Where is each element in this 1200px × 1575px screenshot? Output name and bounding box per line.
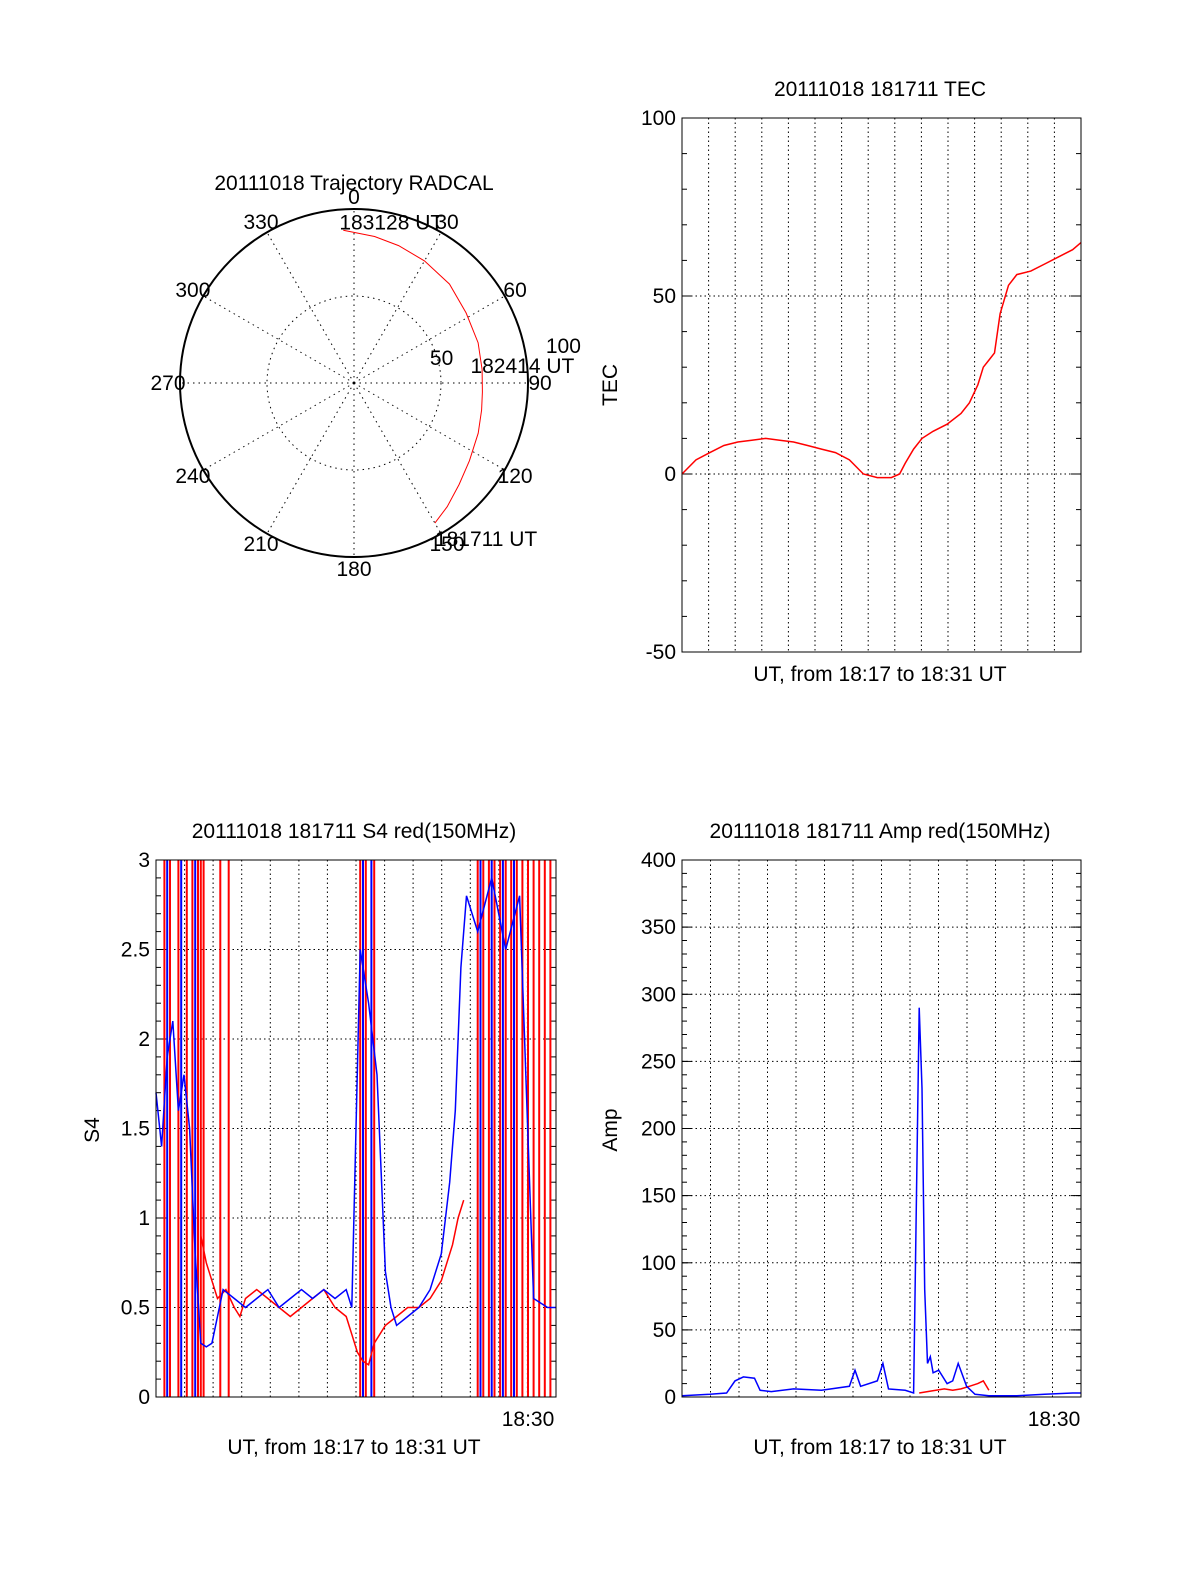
tec-xlabel: UT, from 18:17 to 18:31 UT (753, 663, 1006, 686)
trajectory-panel: 20111018 Trajectory RADCAL 0 30 60 90 120 150… (150, 172, 580, 581)
polar-outer-circle (179, 208, 529, 558)
s4-ytick-label: 2 (138, 1028, 150, 1051)
amp-ytick-label: 350 (641, 916, 676, 939)
amp-frame (681, 859, 1082, 1398)
s4-ytick-label: 0 (138, 1386, 150, 1409)
s4-ytick-label: 2.5 (121, 939, 150, 962)
s4-ytick-label: 1.5 (121, 1118, 150, 1141)
tec-ytick-label: -50 (646, 641, 676, 664)
s4-ytick-label: 3 (138, 849, 150, 872)
amp-ytick-label: 250 (641, 1050, 676, 1073)
amp-ytick-label: 0 (664, 1386, 676, 1409)
amp-series-1 (681, 1007, 1081, 1397)
radius-label-50: 50 (430, 347, 453, 370)
amp-series-0 (919, 1379, 990, 1394)
tec-ylabel: TEC (599, 364, 622, 406)
amp-ytick-label: 50 (653, 1319, 676, 1342)
s4-xlabel: UT, from 18:17 to 18:31 UT (227, 1436, 480, 1459)
trajectory-mid-label: 182414 UT (470, 355, 574, 378)
s4-series-1 (155, 877, 556, 1348)
amp-plot-area: 0 50 100 150 200 250 300 350 400 (641, 849, 1082, 1409)
s4-ytick-label: 1 (138, 1207, 150, 1230)
polar-angle-label-120: 120 (498, 465, 533, 488)
amp-ytick-label: 100 (641, 1252, 676, 1275)
polar-angle-label-270: 270 (150, 372, 185, 395)
polar-spoke-30 (353, 232, 442, 384)
tec-ytick-label: 50 (653, 285, 676, 308)
polar-angle-label-300: 300 (175, 279, 210, 302)
s4-title: 20111018 181711 S4 red(150MHz) (192, 820, 517, 843)
polar-angle-label-90: 90 (528, 372, 551, 395)
polar-angle-label-180: 180 (336, 558, 371, 581)
tec-panel: 20111018 181711 TEC -50 0 50 100 UT, from 1… (599, 78, 1082, 686)
amp-xtick-label: 18:30 (1028, 1408, 1081, 1431)
polar-angle-labels: 0 30 60 90 120 150 180 210 240 270 300 330 (150, 186, 551, 581)
tec-plot-area: -50 0 50 100 (641, 107, 1082, 664)
tec-series-0 (681, 242, 1082, 479)
trajectory-title: 20111018 Trajectory RADCAL (214, 172, 493, 195)
s4-panel: 20111018 181711 S4 red(150MHz) 0 0.5 1 1.5 2… (81, 820, 557, 1459)
s4-ytick-label: 0.5 (121, 1297, 150, 1320)
amp-ytick-label: 400 (641, 849, 676, 872)
tec-frame (681, 117, 1082, 653)
polar-inner-circle (266, 295, 442, 471)
polar-spoke-150 (353, 382, 442, 534)
polar-spoke-300 (203, 295, 355, 384)
amp-ylabel: Amp (599, 1108, 622, 1151)
tec-ytick-label: 100 (641, 107, 676, 130)
s4-series-0 (200, 1199, 465, 1366)
polar-grid (179, 208, 529, 558)
polar-angle-label-210: 210 (243, 533, 278, 556)
amp-xlabel: UT, from 18:17 to 18:31 UT (753, 1436, 1006, 1459)
amp-ytick-label: 200 (641, 1118, 676, 1141)
polar-angle-label-150: 150 (429, 533, 464, 556)
trajectory-start-label: 181711 UT (435, 528, 538, 551)
amp-ytick-label: 300 (641, 983, 676, 1006)
polar-spoke-240 (203, 382, 355, 471)
tec-ytick-label: 0 (664, 463, 676, 486)
polar-angle-label-0: 0 (348, 186, 360, 209)
s4-frame (155, 859, 557, 1398)
s4-plot-area: 0 0.5 1 1.5 2 2.5 3 (121, 849, 557, 1409)
radius-label-100: 100 (546, 335, 581, 358)
tec-title: 20111018 181711 TEC (774, 78, 986, 101)
amp-panel: 20111018 181711 Amp red(150MHz) 0 50 100 15… (599, 820, 1082, 1459)
trajectory-path (343, 229, 483, 524)
trajectory-end-label: 183128 UT (339, 211, 443, 234)
amp-title: 20111018 181711 Amp red(150MHz) (710, 820, 1051, 843)
amp-ytick-label: 150 (641, 1185, 676, 1208)
polar-angle-label-240: 240 (175, 465, 210, 488)
s4-xtick-label: 18:30 (502, 1408, 555, 1431)
polar-angle-label-330: 330 (243, 211, 278, 234)
s4-ylabel: S4 (81, 1117, 104, 1143)
polar-angle-label-30: 30 (435, 211, 458, 234)
polar-angle-label-60: 60 (503, 279, 526, 302)
